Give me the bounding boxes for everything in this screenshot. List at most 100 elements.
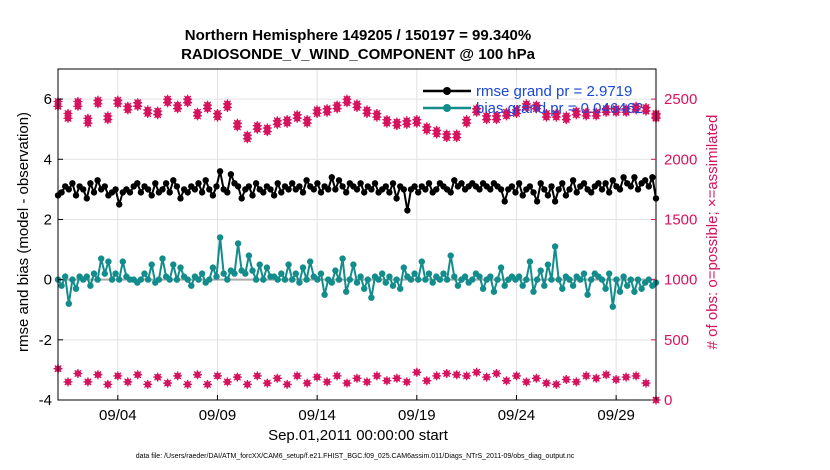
rmse-point bbox=[80, 186, 87, 193]
bias-point bbox=[170, 261, 177, 268]
x-tick-label: 09/09 bbox=[199, 407, 237, 424]
obs-assimilated-point bbox=[561, 111, 571, 121]
bias-point bbox=[368, 294, 375, 301]
bias-point bbox=[263, 264, 271, 271]
obs-possible-cross bbox=[63, 113, 73, 123]
bias-point bbox=[245, 252, 253, 259]
bias-point bbox=[541, 282, 548, 289]
obs-assimilated-cross bbox=[402, 116, 412, 126]
bias-point bbox=[144, 276, 152, 283]
bias-point bbox=[440, 270, 447, 277]
obs-low-cross bbox=[203, 379, 212, 389]
rmse-point bbox=[126, 189, 134, 196]
bias-point bbox=[332, 267, 339, 274]
obs-low-cross bbox=[462, 371, 472, 381]
rmse-point bbox=[386, 189, 393, 196]
obs-low-point bbox=[312, 372, 322, 382]
bias-point bbox=[584, 291, 591, 298]
rmse-point bbox=[310, 186, 317, 193]
obs-assimilated-point bbox=[442, 129, 452, 139]
obs-low-point bbox=[272, 373, 282, 383]
obs-assimilated-cross bbox=[203, 100, 212, 110]
obs-assimilated-point bbox=[213, 109, 222, 118]
obs-assimilated-point bbox=[531, 100, 541, 110]
bias-point bbox=[638, 285, 645, 292]
obs-assimilated-cross bbox=[173, 100, 183, 110]
obs-low-cross bbox=[551, 379, 561, 389]
rmse-point bbox=[382, 183, 389, 190]
obs-low-cross bbox=[621, 372, 631, 382]
obs-assimilated-cross bbox=[502, 107, 511, 117]
bias-point bbox=[523, 276, 530, 283]
bias-point bbox=[177, 264, 184, 271]
bias-point bbox=[155, 276, 163, 283]
obs-assimilated-cross bbox=[213, 109, 222, 118]
obs-low-point bbox=[641, 378, 651, 388]
obs-low-cross bbox=[292, 371, 302, 381]
rmse-point bbox=[515, 180, 523, 187]
obs-assimilated-point bbox=[581, 107, 591, 117]
rmse-point bbox=[184, 189, 191, 196]
bias-point bbox=[195, 276, 202, 283]
rmse-point bbox=[526, 183, 534, 190]
obs-low-point bbox=[103, 379, 113, 389]
bias-point bbox=[501, 282, 508, 289]
rmse-point bbox=[476, 186, 483, 193]
bias-point bbox=[141, 270, 148, 277]
rmse-point bbox=[148, 192, 155, 199]
rmse-point bbox=[642, 177, 649, 184]
bias-point bbox=[105, 258, 112, 265]
obs-assimilated-cross bbox=[611, 104, 621, 114]
obs-low-cross bbox=[63, 377, 73, 387]
obs-assimilated-point bbox=[352, 99, 362, 109]
bias-point bbox=[429, 279, 436, 286]
bias-point bbox=[454, 282, 462, 289]
bias-point bbox=[256, 261, 263, 268]
obs-assimilated-cross bbox=[222, 99, 232, 109]
obs-assimilated-cross bbox=[242, 130, 252, 140]
obs-assimilated-cross bbox=[292, 110, 302, 120]
obs-assimilated-cross bbox=[232, 118, 242, 128]
rmse-point bbox=[508, 183, 516, 190]
rmse-point bbox=[202, 177, 209, 184]
obs-low-cross bbox=[262, 378, 272, 388]
y-tick-label: 4 bbox=[44, 151, 52, 168]
obs-low-cross bbox=[502, 376, 511, 386]
obs-low-cross bbox=[352, 373, 362, 383]
obs-assimilated-cross bbox=[541, 109, 551, 118]
bias-point bbox=[231, 270, 238, 277]
rmse-point bbox=[371, 180, 379, 187]
bias-point bbox=[108, 276, 116, 283]
obs-low-point bbox=[551, 379, 561, 389]
obs-assimilated-point bbox=[551, 109, 561, 118]
rmse-point bbox=[90, 189, 98, 196]
rmse-point bbox=[238, 195, 245, 202]
rmse-point bbox=[400, 186, 407, 193]
x-tick-labels: 09/04 09/09 09/14 09/19 09/24 09/29 bbox=[99, 395, 635, 424]
obs-low-point bbox=[143, 379, 153, 389]
obs-low-point bbox=[571, 377, 581, 387]
bias-point bbox=[166, 276, 173, 283]
obs-assimilated-cross bbox=[482, 111, 492, 121]
obs-assimilated-point bbox=[282, 115, 292, 125]
rmse-point bbox=[497, 186, 505, 193]
obs-low-point bbox=[432, 371, 442, 381]
rmse-point bbox=[296, 183, 303, 190]
obs-assimilated-point bbox=[93, 95, 103, 105]
bias-point bbox=[620, 273, 627, 280]
obs-assimilated-point bbox=[203, 100, 212, 110]
bias-point bbox=[224, 276, 231, 283]
obs-assimilated-cross bbox=[631, 101, 641, 111]
y-tick-labels: 6 4 2 0 -2 -4 bbox=[39, 91, 63, 409]
bias-point bbox=[497, 264, 505, 271]
bias-point bbox=[260, 276, 267, 283]
obs-assimilated-point bbox=[143, 105, 153, 115]
obs-assimilated-point bbox=[482, 111, 492, 121]
obs-assimilated-cross bbox=[193, 107, 202, 117]
rmse-point bbox=[537, 180, 544, 187]
rmse-point bbox=[620, 174, 627, 181]
bias-point bbox=[588, 276, 595, 283]
obs-low-point bbox=[73, 369, 83, 378]
rmse-point bbox=[551, 198, 559, 205]
bias-point bbox=[602, 285, 609, 292]
